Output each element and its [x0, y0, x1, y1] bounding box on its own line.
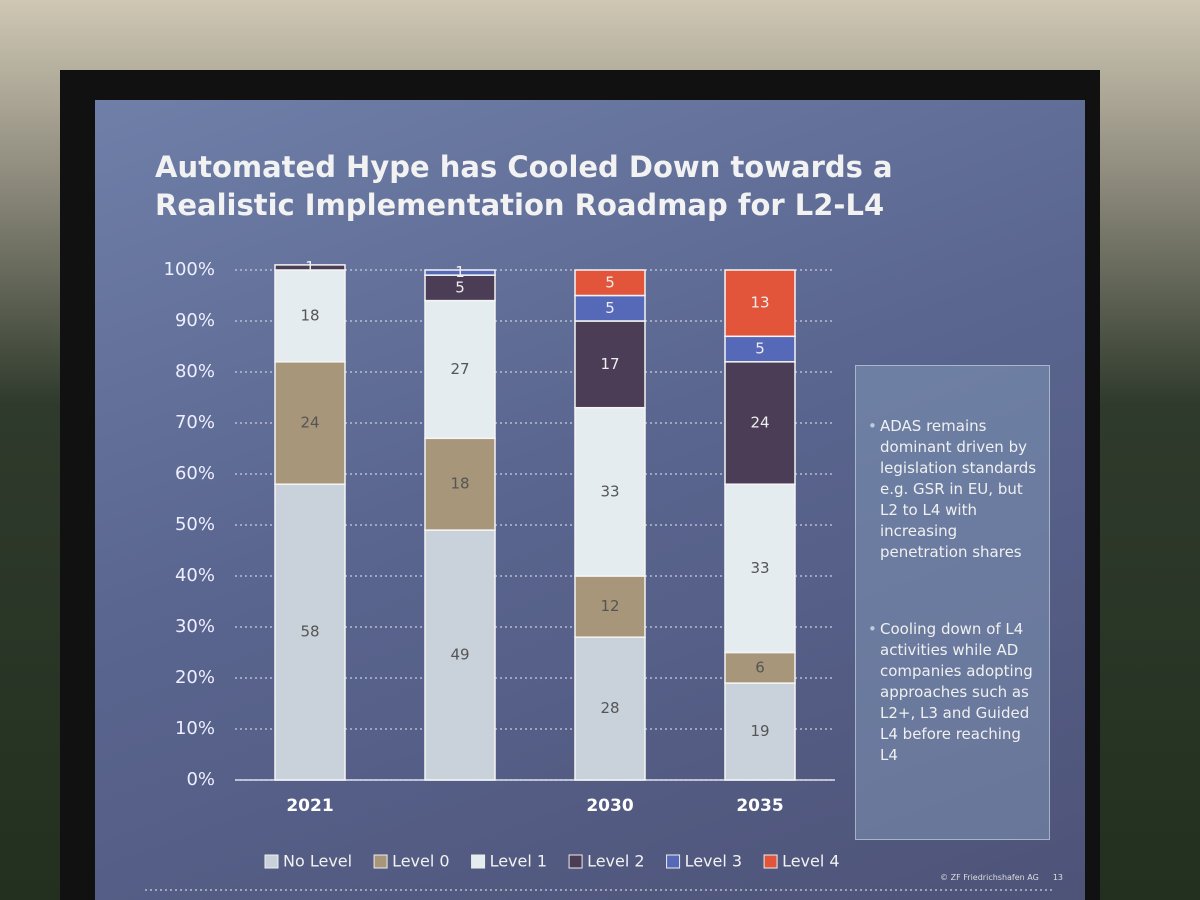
data-label: 5: [755, 340, 765, 358]
legend-label: Level 2: [587, 852, 645, 871]
chart: 0% 10% 20% 30% 40% 50% 60% 70% 80% 90% 100% 2021 58 2…: [145, 258, 1055, 891]
data-label: 17: [600, 355, 619, 373]
y-tick-label: 50%: [175, 514, 215, 535]
chart-title: Automated Hype has Cooled Down towards a…: [155, 150, 893, 222]
page-number: 13: [1052, 873, 1063, 882]
y-tick-label: 0%: [186, 769, 215, 790]
x-tick-label: 2021: [286, 796, 333, 816]
data-label: 33: [600, 482, 619, 500]
bar-segment: [424, 437, 496, 531]
bar-segment: [574, 575, 646, 638]
bar-segment: [574, 294, 646, 322]
legend-swatch: [763, 854, 778, 869]
y-tick-label: 60%: [175, 463, 215, 484]
data-label: 18: [450, 475, 469, 493]
bar-segment: [574, 406, 646, 577]
bar-segment: [724, 483, 796, 654]
bar-segment: [424, 529, 496, 781]
data-label: 5: [605, 273, 615, 291]
bar-segment: [424, 299, 496, 440]
y-tick-label: 90%: [175, 310, 215, 331]
slide: Automated Hype has Cooled Down towards a…: [95, 100, 1085, 900]
legend-swatch: [264, 854, 279, 869]
data-label: 24: [300, 414, 319, 432]
data-label: 6: [755, 658, 765, 676]
data-label: 18: [300, 306, 319, 324]
bar-segment: [724, 651, 796, 684]
note-box: ADAS remains dominant driven by legislat…: [855, 365, 1050, 840]
y-tick-label: 100%: [164, 259, 215, 280]
bar-segment: [274, 269, 346, 363]
note: Cooling down of L4 activities while AD c…: [868, 619, 1039, 766]
data-label: 13: [750, 294, 769, 312]
legend-label: Level 3: [685, 852, 743, 871]
y-tick-label: 70%: [175, 412, 215, 433]
data-label: 49: [450, 646, 469, 664]
bar-segment: [574, 269, 646, 297]
legend-swatch: [568, 854, 583, 869]
note: ADAS remains dominant driven by legislat…: [868, 416, 1039, 563]
bar-segment: [574, 636, 646, 781]
bar-segment: [724, 361, 796, 485]
legend-swatch: [666, 854, 681, 869]
y-tick-label: 80%: [175, 361, 215, 382]
data-label: 33: [750, 559, 769, 577]
data-label: 27: [450, 360, 469, 378]
data-label: 24: [750, 414, 769, 432]
y-tick-label: 30%: [175, 616, 215, 637]
data-label: 19: [750, 722, 769, 740]
data-label: 12: [600, 597, 619, 615]
bar-segment: [724, 269, 796, 338]
y-tick-label: 10%: [175, 718, 215, 739]
data-label: 58: [300, 623, 319, 641]
bar-segment: [274, 264, 346, 271]
legend-swatch: [471, 854, 486, 869]
data-label: 5: [605, 299, 615, 317]
data-label: 5: [455, 278, 465, 296]
bar-segment: [274, 483, 346, 781]
legend-swatch: [373, 854, 388, 869]
footer-text: © ZF Friedrichshafen AG: [940, 873, 1039, 882]
y-tick-label: 20%: [175, 667, 215, 688]
data-label: 1: [455, 263, 465, 281]
data-label: 28: [600, 699, 619, 717]
bar-segment: [274, 361, 346, 485]
footer: © ZF Friedrichshafen AG 13: [926, 873, 1063, 882]
bar-segment: [724, 335, 796, 363]
bar-segment: [574, 320, 646, 409]
bar-segment: [424, 274, 496, 302]
x-tick-label: 2035: [736, 796, 783, 816]
legend-label: Level 0: [392, 852, 450, 871]
legend-label: Level 1: [490, 852, 548, 871]
legend-label: No Level: [283, 852, 352, 871]
x-tick-label: 2030: [586, 796, 633, 816]
data-label: 1: [305, 258, 315, 276]
bar-segment: [424, 269, 496, 276]
legend-label: Level 4: [782, 852, 840, 871]
y-tick-label: 40%: [175, 565, 215, 586]
